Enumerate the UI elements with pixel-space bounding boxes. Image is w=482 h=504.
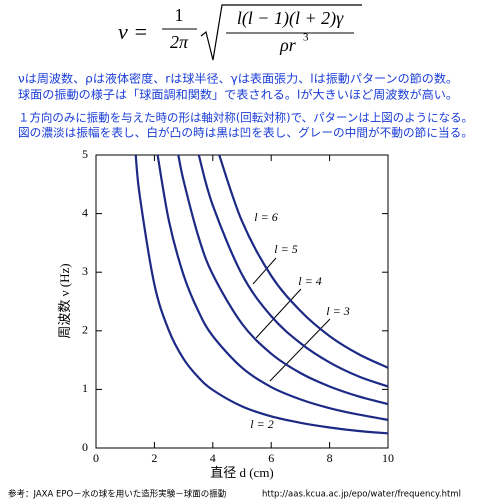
x-tick-label: 10 (382, 451, 394, 465)
root-sign (200, 4, 362, 61)
x-tick-label: 6 (268, 451, 274, 465)
y-tick-label: 0 (82, 440, 88, 454)
x-tick-label: 8 (327, 451, 333, 465)
y-axis-label: 周波数 ν (Hz) (57, 263, 72, 338)
formula: ν = 1 2π l(l − 1)(l + 2)γ ρr 3 (118, 4, 362, 61)
x-tick-label: 2 (151, 451, 157, 465)
y-tick-label: 1 (82, 381, 88, 395)
formula-root-num: l(l − 1)(l + 2)γ (237, 8, 344, 29)
note: νは周波数、ρは液体密度、rは球半径、γは表面張力、lは振動パターンの節の数。 (18, 72, 458, 86)
note: 球面の振動の様子は「球面調和関数」で表される。lが大きいほど周波数が高い。 (18, 88, 458, 102)
formula-lhs: ν = (118, 19, 148, 44)
formula-coef-num: 1 (175, 5, 184, 25)
y-tick-label: 2 (82, 323, 88, 337)
series-label: l = 2 (250, 417, 273, 431)
label-leader (252, 257, 277, 285)
y-tick-label: 3 (82, 264, 88, 278)
footer-reference: 参考：JAXA EPO－水の球を用いた造形実験－球面の振動 (8, 489, 226, 500)
formula-exponent: 3 (303, 32, 309, 44)
footer-url: http://aas.kcua.ac.jp/epo/water/frequenc… (262, 490, 461, 500)
label-leader (255, 288, 302, 339)
x-axis-label: 直径 d (cm) (210, 465, 274, 480)
y-tick-label: 5 (82, 147, 88, 161)
series-line (134, 154, 389, 435)
series-label: l = 6 (254, 210, 277, 224)
series-label: l = 3 (326, 304, 349, 318)
y-tick-label: 4 (82, 205, 88, 219)
formula-root-den: ρr (279, 35, 297, 55)
series-line (156, 154, 389, 421)
formula-coef-den: 2π (170, 32, 189, 52)
series-line (197, 154, 389, 388)
x-tick-label: 0 (93, 451, 99, 465)
series-line (218, 154, 389, 369)
note: １方向のみに振動を与えた時の形は軸対称(回転対称)で、パターンは上図のようになる… (18, 111, 473, 125)
note: 図の濃淡は振幅を表し、白が凸の時は黒は凹を表し、グレーの中間が不動の節に当る。 (18, 126, 473, 140)
series-label: l = 5 (274, 242, 297, 256)
series-line (177, 154, 389, 406)
plot-frame (95, 154, 389, 449)
series-label: l = 4 (298, 274, 321, 288)
x-tick-label: 4 (210, 451, 216, 465)
